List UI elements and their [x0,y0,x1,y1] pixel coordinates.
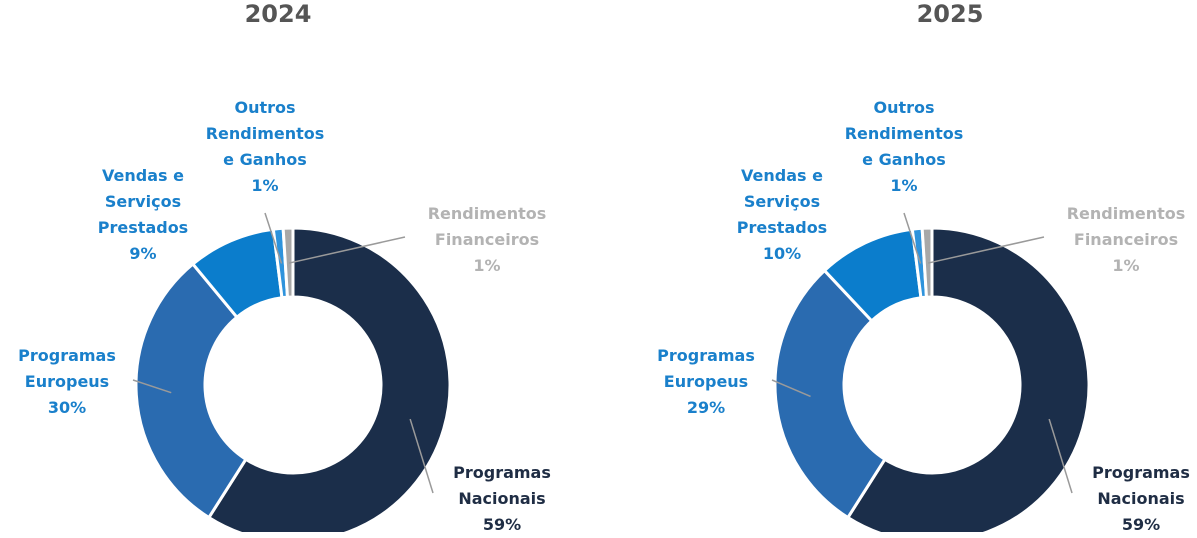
value-label: 1% [251,176,279,195]
value-label: 59% [1121,515,1161,534]
leader-line [903,212,922,264]
slice-label: Programas Europeus 29% [646,343,766,421]
donut-segment [281,226,295,299]
donut-segment [773,268,887,520]
category-name: Outros Rendimentos e Ganhos [844,98,964,169]
value-label: 30% [47,398,87,417]
slice-label: Rendimentos Financeiros 1% [412,201,562,279]
category-name: Rendimentos Financeiros [1066,204,1186,249]
category-name: Outros Rendimentos e Ganhos [205,98,325,169]
value-label: 1% [1112,256,1140,275]
donut-segment [920,226,934,299]
category-name: Programas Europeus [18,346,116,391]
value-label: 9% [129,244,157,263]
slice-label: Outros Rendimentos e Ganhos 1% [839,95,969,199]
slice-label: Rendimentos Financeiros 1% [1051,201,1197,279]
leader-line [771,379,811,398]
leader-line [289,236,406,264]
category-name: Programas Nacionais [453,463,551,508]
value-label: 59% [482,515,522,534]
slice-label: Vendas e Serviços Prestados 9% [88,163,198,267]
chart-title: 2024 [244,0,312,28]
slice-label: Programas Nacionais 59% [442,460,562,538]
leader-line [264,212,283,264]
slice-label: Programas Europeus 30% [7,343,127,421]
leader-line [928,236,1045,264]
leader-line [1048,418,1073,494]
donut-segment [134,261,248,520]
donut-segment [206,226,452,532]
slice-label: Outros Rendimentos e Ganhos 1% [200,95,330,199]
value-label: 29% [686,398,726,417]
value-label: 1% [473,256,501,275]
category-name: Programas Europeus [657,346,755,391]
category-name: Programas Nacionais [1092,463,1190,508]
category-name: Vendas e Serviços Prestados [97,166,189,237]
leader-line [409,418,434,494]
slice-label: Vendas e Serviços Prestados 10% [727,163,837,267]
chart-title: 2025 [916,0,984,28]
leader-line [132,379,172,394]
category-name: Vendas e Serviços Prestados [736,166,828,237]
category-name: Rendimentos Financeiros [427,204,547,249]
slice-label: Programas Nacionais 59% [1081,460,1197,538]
value-label: 1% [890,176,918,195]
donut-segment [845,226,1091,532]
value-label: 10% [762,244,802,263]
